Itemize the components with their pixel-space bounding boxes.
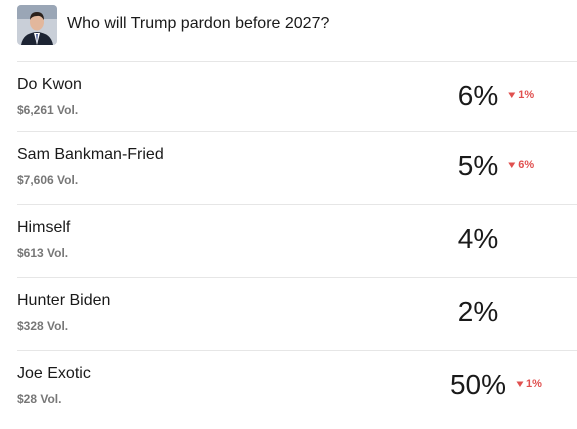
outcome-chance: 4% xyxy=(458,223,498,255)
down-icon xyxy=(508,162,516,168)
down-icon xyxy=(508,92,516,98)
outcome-chance: 5% 6% xyxy=(457,150,534,182)
outcome-name: Joe Exotic xyxy=(17,365,91,382)
chance-change: 1% xyxy=(508,89,534,101)
outcome-chance: 6% 1% xyxy=(457,80,534,112)
outcome-name: Sam Bankman-Fried xyxy=(17,146,164,163)
outcome-name: Do Kwon xyxy=(17,76,82,93)
chance-text: 4% xyxy=(457,223,499,254)
change-text: 6% xyxy=(518,159,535,171)
outcome-volume: $613 Vol. xyxy=(17,246,69,260)
chance-text: 2% xyxy=(457,296,499,327)
down-icon xyxy=(516,381,524,387)
chance-text: 6% xyxy=(457,80,499,111)
market-avatar xyxy=(17,5,57,45)
outcome-row[interactable]: Sam Bankman-Fried $7,606 Vol. 5% 6% xyxy=(17,131,577,205)
chance-text: 50% xyxy=(449,369,507,400)
outcome-volume: $7,606 Vol. xyxy=(17,173,79,187)
outcome-volume: $6,261 Vol. xyxy=(17,103,79,117)
outcome-chance: 2% xyxy=(458,296,498,328)
outcome-volume: $28 Vol. xyxy=(17,392,62,406)
outcome-name: Hunter Biden xyxy=(17,292,111,309)
change-text: 1% xyxy=(518,89,535,101)
change-text: 1% xyxy=(526,378,542,390)
outcome-chance: 50% 1% xyxy=(449,369,542,401)
chance-change: 1% xyxy=(516,378,542,390)
outcome-row[interactable]: Himself $613 Vol. 4% xyxy=(17,204,577,278)
outcome-volume: $328 Vol. xyxy=(17,319,69,333)
outcome-row[interactable]: Do Kwon $6,261 Vol. 6% 1% xyxy=(17,61,577,135)
outcome-row[interactable]: Joe Exotic $28 Vol. 50% 1% xyxy=(17,350,577,424)
outcome-row[interactable]: Hunter Biden $328 Vol. 2% xyxy=(17,277,577,351)
chance-text: 5% xyxy=(457,150,499,181)
chance-change: 6% xyxy=(508,159,534,171)
market-title: Who will Trump pardon before 2027? xyxy=(67,15,330,32)
outcome-name: Himself xyxy=(17,219,71,236)
